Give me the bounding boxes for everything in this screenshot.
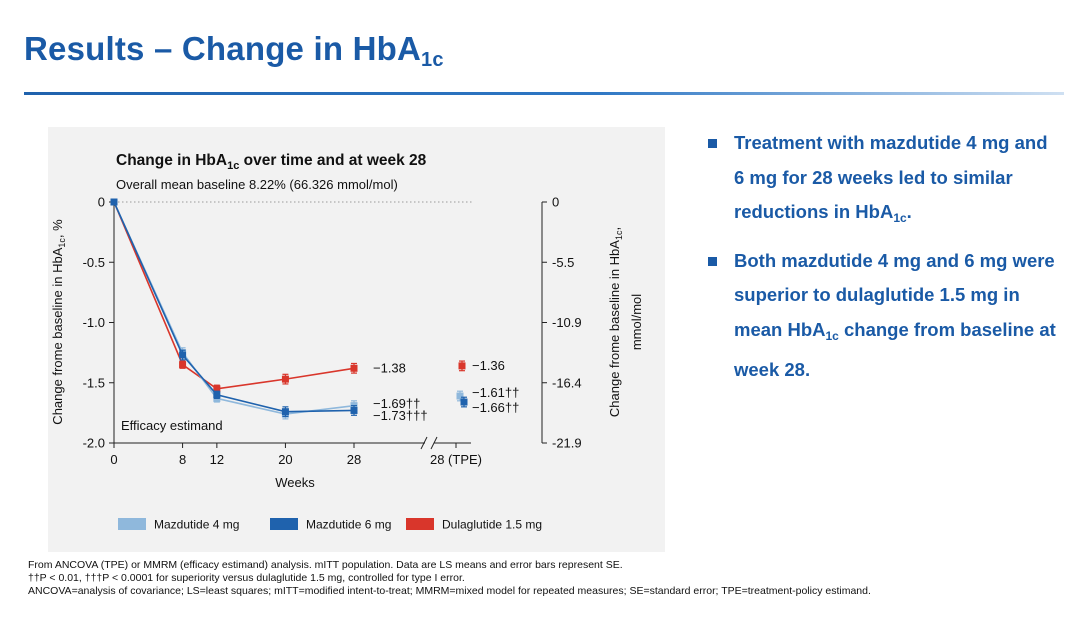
data-point-m6	[350, 406, 358, 414]
value-label-week28-m6: −1.73†††	[373, 408, 428, 423]
x-axis-break-mark	[430, 436, 438, 450]
chart-subtitle: Overall mean baseline 8.22% (66.326 mmol…	[116, 177, 398, 192]
x-tick-label: 8	[179, 452, 186, 467]
y-axis-label-left: Change frome baseline in HbA1c, %	[50, 219, 67, 425]
y-axis-label-right: Change frome baseline in HbA1c,	[607, 227, 624, 417]
data-point-m6	[110, 198, 118, 206]
data-point-m6	[213, 391, 221, 399]
data-point-m6	[281, 408, 289, 416]
data-point-m6	[179, 351, 187, 359]
y-tick-label-right: 0	[552, 195, 559, 210]
data-point-tpe-m6	[460, 398, 468, 406]
hba1c-chart: Change in HbA1c over time and at week 28…	[50, 152, 644, 532]
y-tick-label-left: 0	[98, 195, 105, 210]
x-tick-label: 28 (TPE)	[430, 452, 482, 467]
footnote: From ANCOVA (TPE) or MMRM (efficacy esti…	[28, 559, 623, 571]
data-point-tpe-m4	[456, 392, 464, 400]
bullet-item: Both mazdutide 4 mg and 6 mg were superi…	[708, 244, 1058, 388]
bullet-square-icon	[708, 256, 717, 266]
x-tick-label: 12	[210, 452, 224, 467]
key-findings: Treatment with mazdutide 4 mg and 6 mg f…	[708, 126, 1058, 396]
value-label-tpe-m4: −1.61††	[472, 385, 519, 400]
x-tick-label: 20	[278, 452, 292, 467]
y-tick-label-left: -0.5	[83, 255, 105, 270]
series-line-m4	[113, 201, 355, 415]
footnote: ††P < 0.01, †††P < 0.0001 for superiorit…	[28, 572, 465, 584]
x-tick-label: 0	[110, 452, 117, 467]
legend-label-m6: Mazdutide 6 mg	[306, 518, 391, 532]
series-line-m6	[113, 201, 355, 413]
chart-panel: Change in HbA1c over time and at week 28…	[48, 127, 665, 552]
value-label-week28-m4: −1.69††	[373, 396, 420, 411]
footnote: ANCOVA=analysis of covariance; LS=least …	[28, 585, 871, 597]
value-label-week28-dula: −1.38	[373, 360, 406, 375]
y-tick-label-right: -21.9	[552, 436, 582, 451]
bullet-square-icon	[708, 139, 717, 148]
x-axis-break-mark	[420, 436, 428, 450]
series-line-dula	[113, 201, 355, 390]
bullet-item: Treatment with mazdutide 4 mg and 6 mg f…	[708, 126, 1058, 236]
y-tick-label-left: -1.0	[83, 315, 105, 330]
legend-swatch-m6	[270, 518, 298, 530]
data-point-tpe-dula	[458, 362, 466, 370]
y-tick-label-right: -16.4	[552, 375, 582, 390]
value-label-tpe-m6: −1.66††	[472, 400, 519, 415]
data-point-dula	[179, 361, 187, 369]
data-point-dula	[213, 385, 221, 393]
title-divider	[24, 92, 1064, 95]
data-point-dula	[350, 364, 358, 372]
value-label-tpe-dula: −1.36	[472, 358, 505, 373]
y-axis-label-right-unit: mmol/mol	[629, 294, 644, 350]
y-tick-label-left: -1.5	[83, 375, 105, 390]
slide-title: Results – Change in HbA1c	[24, 30, 444, 71]
efficacy-annotation: Efficacy estimand	[121, 418, 223, 433]
chart-legend: Mazdutide 4 mg Mazdutide 6 mg Dulaglutide …	[118, 518, 542, 532]
footnotes: From ANCOVA (TPE) or MMRM (efficacy esti…	[28, 559, 1068, 598]
x-axis-label: Weeks	[275, 475, 315, 490]
legend-swatch-m4	[118, 518, 146, 530]
x-tick-label: 28	[347, 452, 361, 467]
y-tick-label-left: -2.0	[83, 436, 105, 451]
chart-title: Change in HbA1c over time and at week 28	[116, 152, 427, 172]
y-tick-label-right: -10.9	[552, 315, 582, 330]
legend-label-m4: Mazdutide 4 mg	[154, 518, 239, 532]
legend-swatch-dula	[406, 518, 434, 530]
y-tick-label-right: -5.5	[552, 255, 574, 270]
data-point-dula	[281, 375, 289, 383]
legend-label-dula: Dulaglutide 1.5 mg	[442, 518, 542, 532]
